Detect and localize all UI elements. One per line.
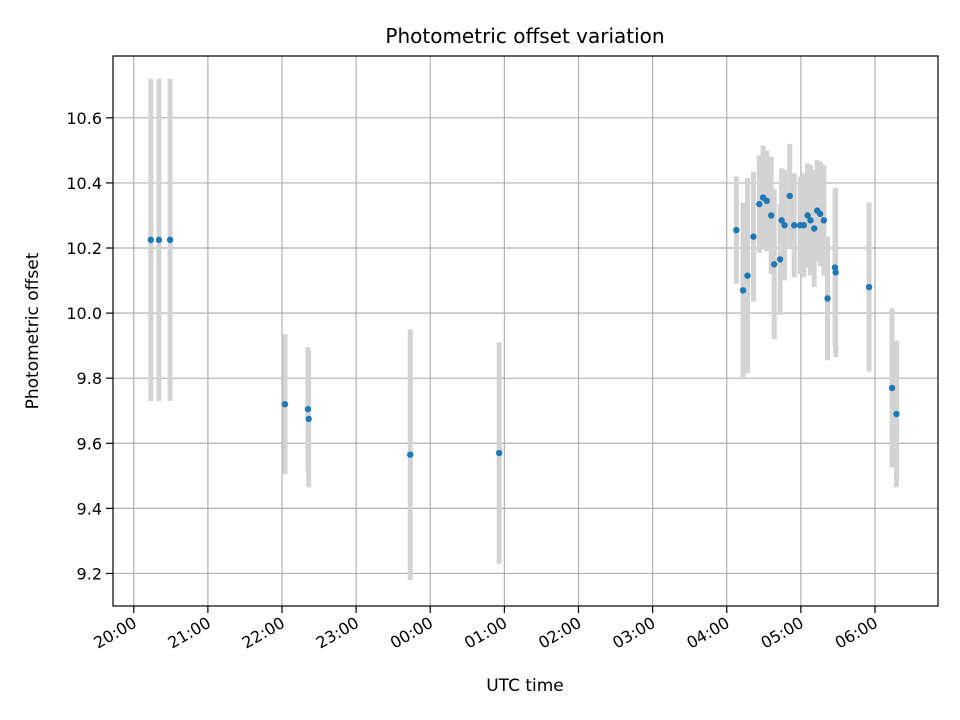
x-tick-label: 00:00 [387,613,436,653]
data-point [166,236,174,244]
x-axis-ticks: 20:00 21:00 22:00 23:00 00:00 01:00 02:00 03:00… [90,606,881,653]
data-point [888,384,896,392]
data-point [495,449,503,457]
y-tick-label: 10.0 [66,304,102,323]
data-points [147,192,900,458]
data-point [750,233,757,240]
y-tick-label: 9.6 [77,434,102,453]
y-tick-label: 9.8 [77,369,102,388]
data-point [811,225,818,232]
data-point [281,401,289,408]
x-tick-label: 21:00 [164,613,213,653]
data-point [778,217,785,224]
data-point [781,222,788,229]
x-axis-title: UTC time [486,676,564,696]
y-tick-label: 9.4 [77,499,102,518]
data-point [155,236,163,244]
x-tick-label: 05:00 [757,613,806,653]
data-point [733,226,740,234]
data-point [832,269,839,276]
data-point [800,222,808,229]
y-axis-ticks: 9.2 9.4 9.6 9.8 10.0 10.2 10.4 10.6 [66,109,113,583]
chart-title: Photometric offset variation [385,24,664,48]
data-point [865,283,873,291]
data-point [770,261,778,268]
grid [113,56,938,606]
data-point [824,295,831,302]
data-point [768,212,775,219]
data-point [147,236,155,244]
y-tick-label: 10.6 [66,109,102,128]
data-point [893,410,900,418]
y-axis-title: Photometric offset [23,252,43,409]
x-tick-label: 23:00 [313,613,362,653]
y-tick-label: 9.2 [77,564,102,583]
data-point [831,264,839,271]
plot-frame [112,55,939,607]
data-point [804,212,811,219]
x-tick-label: 20:00 [90,613,139,653]
data-point [820,217,828,224]
data-point [305,415,312,423]
data-point [739,287,747,294]
data-point [407,451,414,458]
x-tick-label: 01:00 [461,613,510,653]
x-tick-label: 03:00 [609,613,658,653]
x-tick-label: 02:00 [535,613,584,653]
data-point [786,192,793,200]
data-point [304,405,312,413]
data-point [807,217,814,224]
data-point [744,272,751,279]
data-point [776,256,784,263]
data-point [816,210,824,218]
error-bars [148,78,899,580]
y-tick-label: 10.2 [66,239,102,258]
data-point [763,197,770,205]
x-tick-label: 22:00 [239,613,288,653]
data-point [756,200,763,208]
y-tick-label: 10.4 [66,174,102,193]
data-point [790,222,798,229]
x-tick-label: 04:00 [683,613,732,653]
x-tick-label: 06:00 [832,613,881,653]
